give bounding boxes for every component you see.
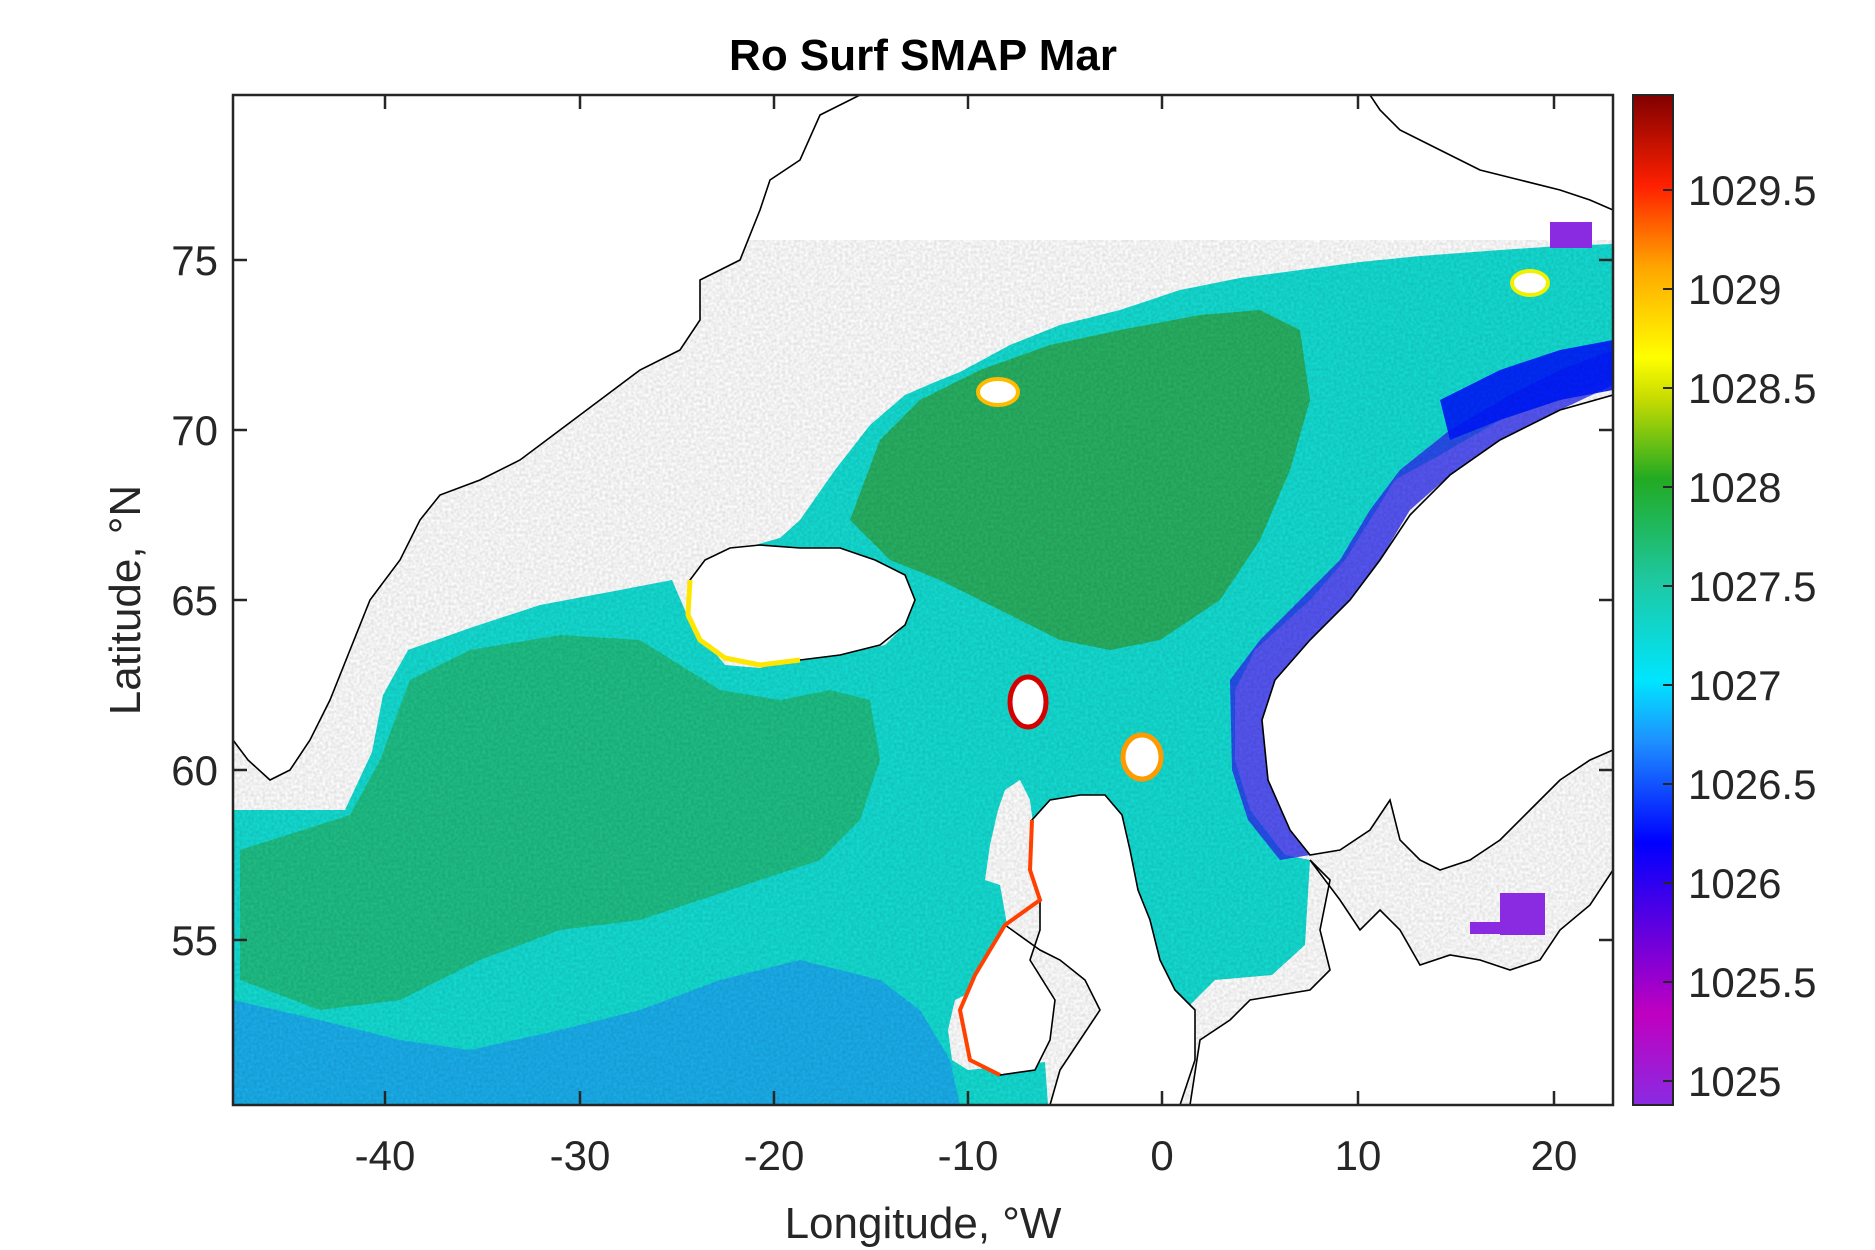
colorbar-tick: 1028 bbox=[1663, 464, 1781, 511]
colorbar-tick-label: 1028.5 bbox=[1688, 365, 1816, 412]
colorbar-tick-label: 1027 bbox=[1688, 662, 1781, 709]
colorbar-tick-label: 1026 bbox=[1688, 860, 1781, 907]
colorbar-tick-label: 1025 bbox=[1688, 1058, 1781, 1105]
y-tick: 70 bbox=[171, 407, 1613, 454]
y-tick: 55 bbox=[171, 917, 1613, 964]
x-tick-label: -10 bbox=[938, 1132, 999, 1179]
shetland-islands bbox=[1120, 732, 1164, 782]
colorbar-tick: 1028.5 bbox=[1663, 365, 1816, 412]
y-axis: 75 70 65 60 55 bbox=[171, 237, 1613, 964]
x-tick-label: 0 bbox=[1150, 1132, 1173, 1179]
x-tick: -30 bbox=[550, 95, 611, 1179]
british-isles-halo bbox=[957, 819, 1043, 1077]
y-tick: 75 bbox=[171, 237, 1613, 284]
y-tick-label: 55 bbox=[171, 917, 218, 964]
y-tick: 60 bbox=[171, 747, 1613, 794]
x-tick-label: -30 bbox=[550, 1132, 611, 1179]
y-tick: 65 bbox=[171, 577, 1613, 624]
colorbar-tick-label: 1026.5 bbox=[1688, 761, 1816, 808]
scandinavia-landmass bbox=[1261, 394, 1613, 871]
iceland-halo bbox=[685, 579, 801, 668]
colorbar-tick-label: 1029 bbox=[1688, 266, 1781, 313]
colorbar-tick-label: 1028 bbox=[1688, 464, 1781, 511]
x-tick: 0 bbox=[1150, 95, 1174, 1179]
chart-title: Ro Surf SMAP Mar bbox=[729, 31, 1117, 80]
y-tick-label: 75 bbox=[171, 237, 218, 284]
continental-europe-landmass bbox=[1189, 859, 1613, 1105]
svalbard-landmass bbox=[1369, 95, 1613, 211]
colorbar: 1029.5 1029 1028.5 1028 1027.5 1027 1026… bbox=[1632, 94, 1816, 1106]
colorbar-tick: 1025 bbox=[1663, 1058, 1781, 1105]
map-plot-area bbox=[233, 95, 1613, 1105]
x-tick: -10 bbox=[938, 95, 999, 1179]
colorbar-tick: 1025.5 bbox=[1663, 959, 1816, 1006]
jan-mayen bbox=[976, 377, 1020, 407]
colorbar-tick-label: 1027.5 bbox=[1688, 563, 1816, 610]
colorbar-tick-label: 1025.5 bbox=[1688, 959, 1816, 1006]
y-tick-label: 70 bbox=[171, 407, 218, 454]
colorbar-tick: 1029 bbox=[1663, 266, 1781, 313]
x-tick: -40 bbox=[355, 95, 416, 1179]
x-tick-label: 20 bbox=[1531, 1132, 1578, 1179]
x-tick: 20 bbox=[1531, 95, 1578, 1179]
colorbar-tick: 1026.5 bbox=[1663, 761, 1816, 808]
x-tick: 10 bbox=[1335, 95, 1382, 1179]
x-tick: -20 bbox=[744, 95, 805, 1179]
y-tick-label: 65 bbox=[171, 577, 218, 624]
british-isles-landmass bbox=[959, 794, 1196, 1105]
y-axis-label: Latitude, °N bbox=[101, 485, 150, 715]
x-tick-label: -40 bbox=[355, 1132, 416, 1179]
greenland-landmass bbox=[233, 95, 861, 781]
colorbar-tick-label: 1029.5 bbox=[1688, 167, 1816, 214]
colorbar-tick: 1029.5 bbox=[1663, 167, 1816, 214]
bear-island bbox=[1510, 269, 1550, 297]
colorbar-tick: 1026 bbox=[1663, 860, 1781, 907]
x-tick-label: -20 bbox=[744, 1132, 805, 1179]
colorbar-tick: 1027.5 bbox=[1663, 563, 1816, 610]
x-axis: -40 -30 -20 -10 0 10 bbox=[355, 95, 1578, 1179]
colorbar-tick: 1027 bbox=[1663, 662, 1781, 709]
x-tick-label: 10 bbox=[1335, 1132, 1382, 1179]
faroe-islands bbox=[1007, 674, 1049, 730]
colorbar-ramp bbox=[1632, 94, 1674, 1106]
y-tick-label: 60 bbox=[171, 747, 218, 794]
baltic-low-patch bbox=[1500, 893, 1545, 935]
x-axis-label: Longitude, °W bbox=[785, 1199, 1062, 1248]
